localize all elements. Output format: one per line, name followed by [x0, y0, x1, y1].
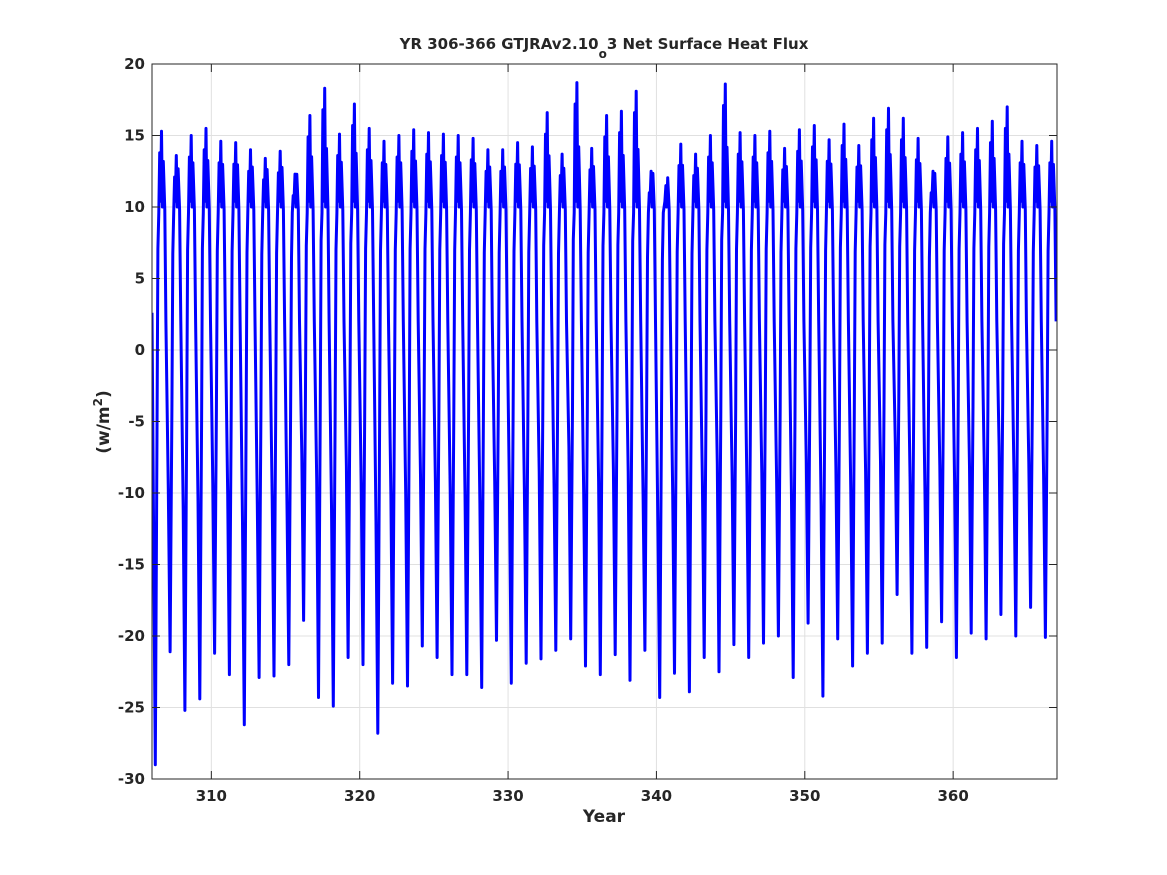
y-tick-labels: 20 15 10 5 0 -5 -10 -15 -20 -25 -30: [118, 55, 145, 788]
y-tick-label: 5: [135, 270, 145, 288]
y-tick-label: 10: [124, 198, 145, 216]
chart-title: YR 306-366 GTJRAv2.10o3 Net Surface Heat…: [399, 35, 809, 61]
y-tick-label: 0: [135, 341, 145, 359]
y-tick-label: -10: [118, 484, 145, 502]
y-axis-label: (w/m2): [91, 390, 114, 454]
x-axis-label: Year: [582, 807, 626, 827]
x-tick-label: 330: [492, 787, 523, 805]
x-tick-label: 350: [789, 787, 820, 805]
tick-marks: [152, 63, 1057, 780]
x-tick-label: 320: [344, 787, 375, 805]
y-tick-label: -5: [128, 413, 145, 431]
y-tick-label: -20: [118, 627, 145, 645]
y-tick-label: -15: [118, 556, 145, 574]
x-tick-label: 340: [641, 787, 672, 805]
y-tick-label: 20: [124, 55, 145, 73]
y-tick-label: -30: [118, 770, 145, 788]
series-layer: [152, 81, 1057, 767]
series-line: [152, 81, 1057, 767]
y-tick-label: -25: [118, 699, 145, 717]
y-tick-label: 15: [124, 127, 145, 145]
x-tick-labels: 310 320 330 340 350 360: [196, 787, 969, 805]
x-tick-label: 360: [937, 787, 968, 805]
x-tick-label: 310: [196, 787, 227, 805]
